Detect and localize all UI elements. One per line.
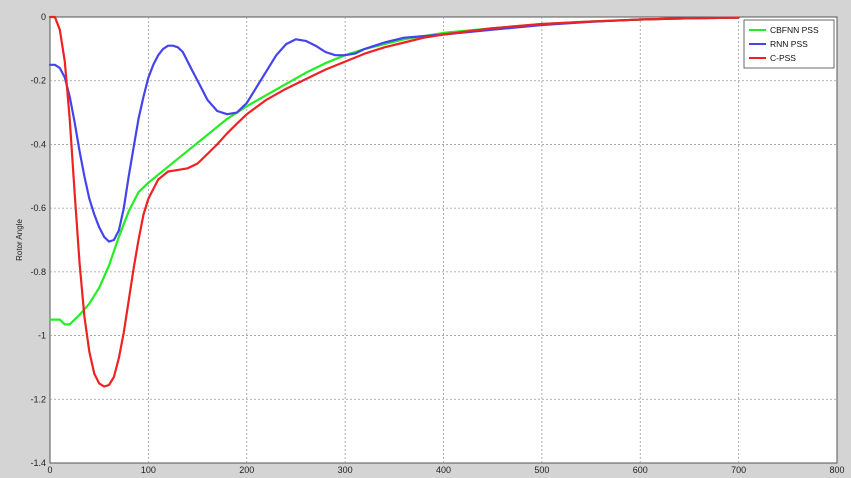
y-tick-label: -1 — [38, 331, 46, 341]
y-tick-label: -0.2 — [30, 76, 46, 86]
legend: CBFNN PSS RNN PSS C-PSS — [743, 19, 835, 69]
x-tick-label: 0 — [47, 465, 52, 475]
x-tick-label: 600 — [633, 465, 648, 475]
legend-label-cbfnn-pss: CBFNN PSS — [770, 25, 819, 35]
grid — [50, 17, 837, 463]
y-axis-label: Rotor Angle — [15, 219, 24, 261]
series-line-c-pss — [48, 15, 740, 388]
tick-labels: 0 100 200 300 400 500 600 700 800 0 -0.2 -0.4 -0.6 -0… — [30, 12, 844, 475]
legend-label-rnn-pss: RNN PSS — [770, 39, 808, 49]
x-tick-label: 100 — [141, 465, 156, 475]
plot-area — [49, 16, 838, 464]
y-tick-label: 0 — [41, 12, 46, 22]
y-tick-label: -0.8 — [30, 267, 46, 277]
series-line-rnn-pss — [48, 16, 740, 243]
x-tick-label: 300 — [338, 465, 353, 475]
series-group — [48, 15, 740, 388]
legend-label-c-pss: C-PSS — [770, 53, 796, 63]
x-tick-label: 800 — [829, 465, 844, 475]
y-tick-label: -1.2 — [30, 394, 46, 404]
x-tick-label: 200 — [239, 465, 254, 475]
y-tick-label: -1.4 — [30, 458, 46, 468]
x-tick-label: 700 — [731, 465, 746, 475]
x-tick-label: 400 — [436, 465, 451, 475]
x-tick-label: 500 — [534, 465, 549, 475]
y-tick-label: -0.4 — [30, 139, 46, 149]
y-tick-label: -0.6 — [30, 203, 46, 213]
